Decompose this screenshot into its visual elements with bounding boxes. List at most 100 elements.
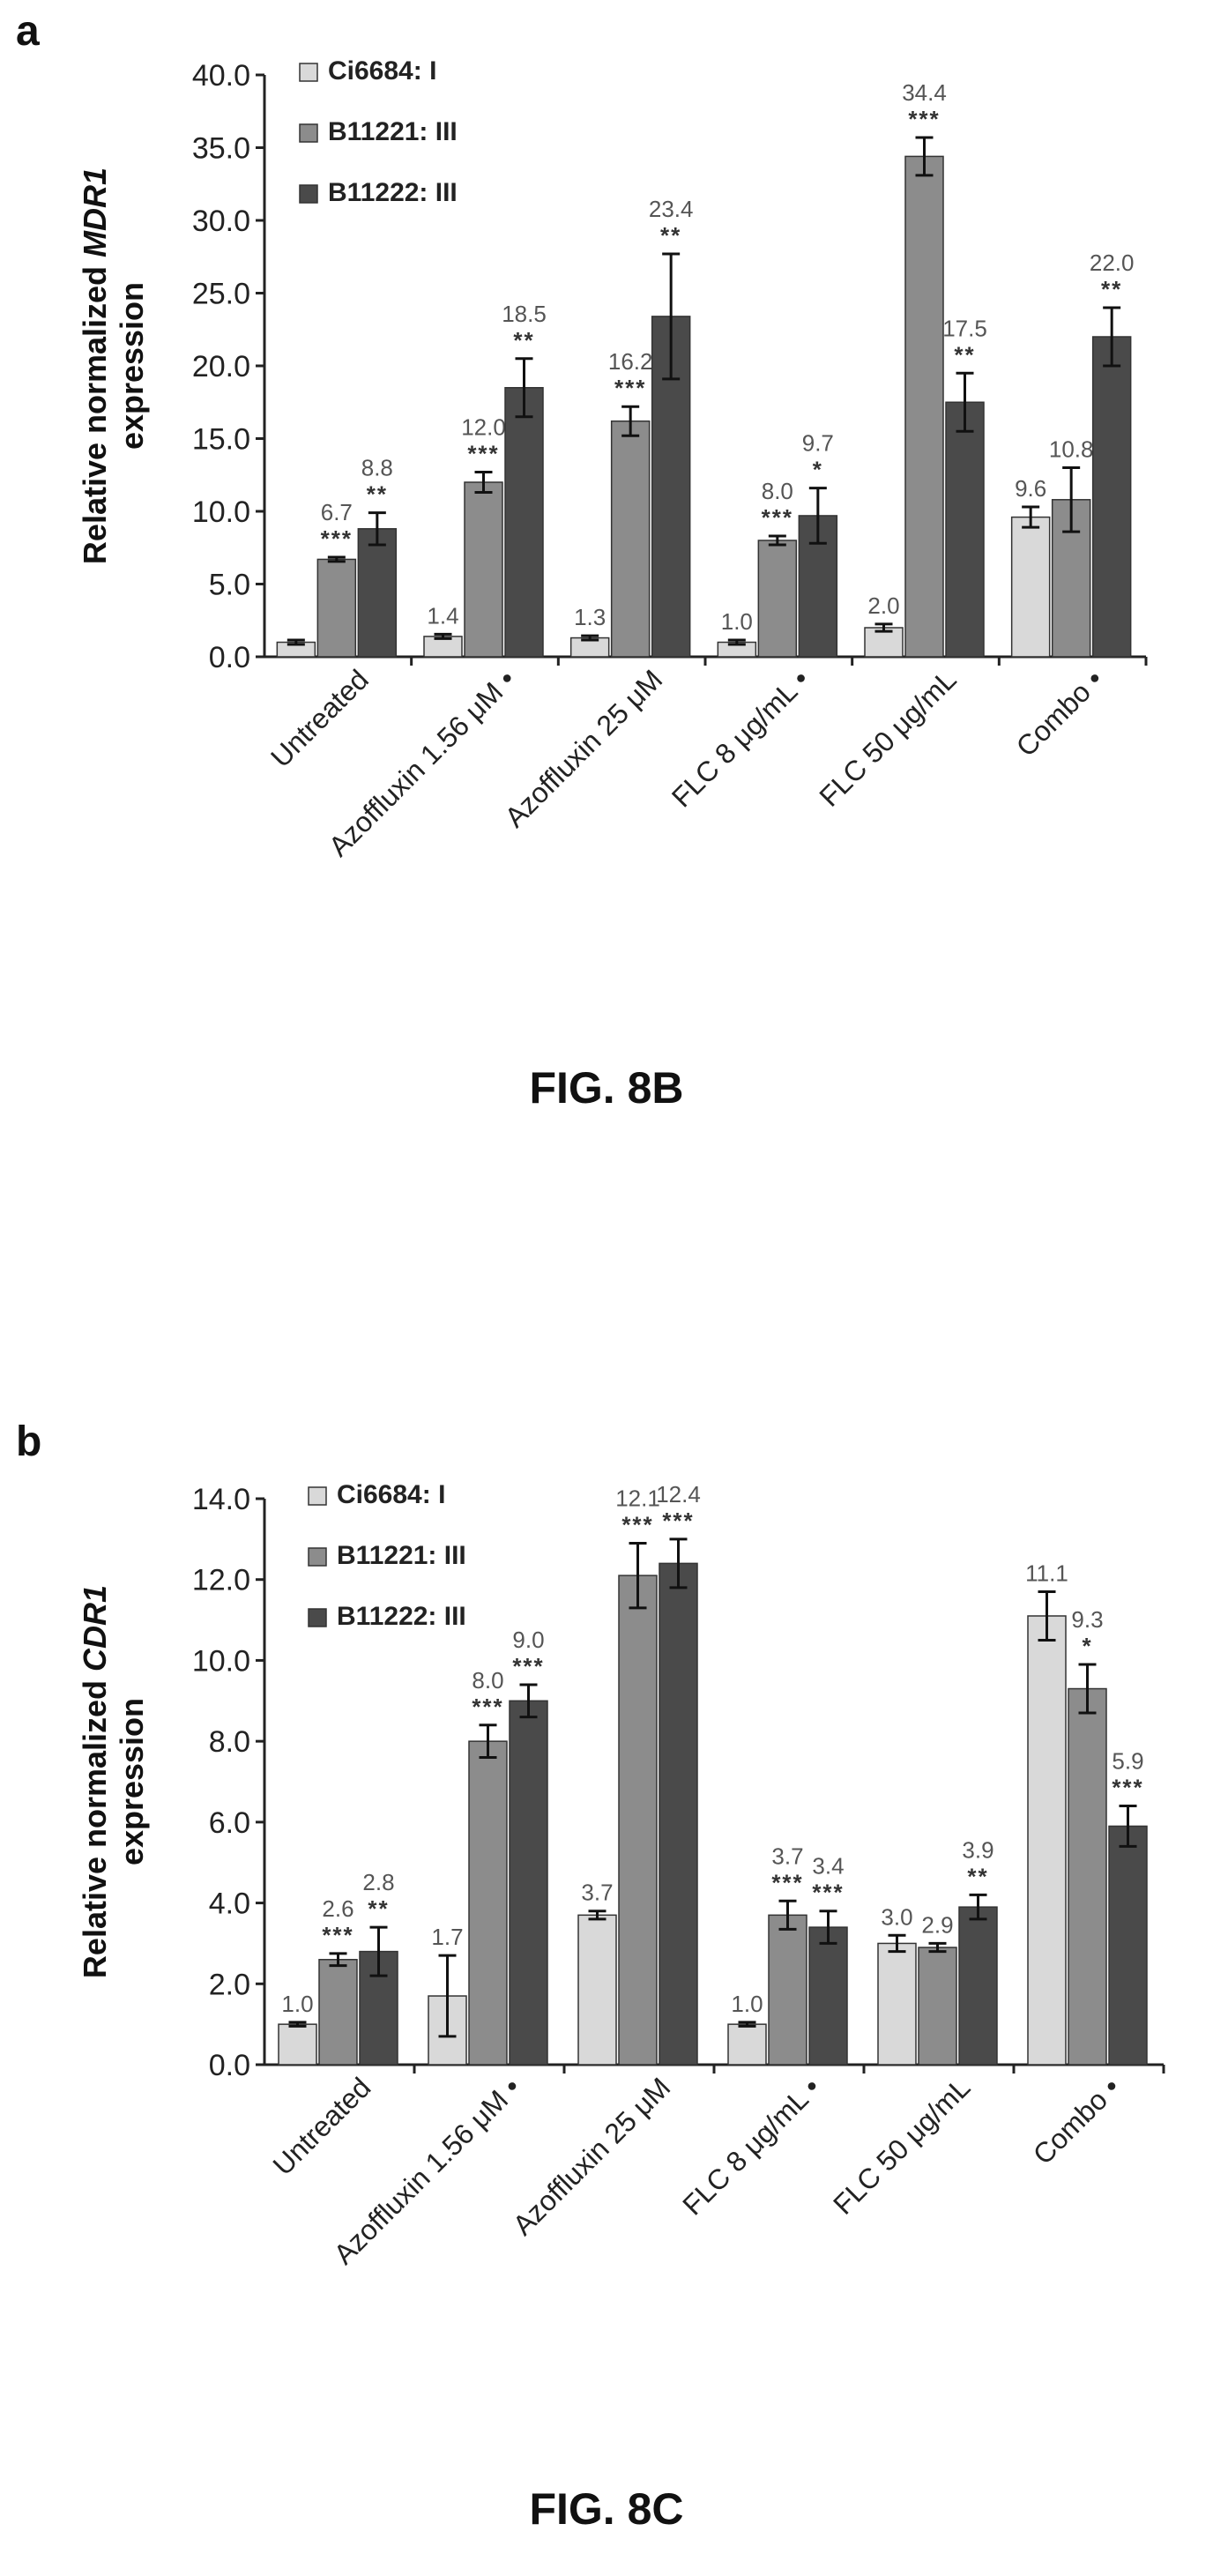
significance-marker: ** — [967, 1863, 988, 1889]
x-category-label: FLC 8 μg/mL • — [666, 663, 815, 813]
bar — [659, 1562, 698, 2066]
y-tick-label: 0.0 — [209, 2049, 250, 2082]
bar — [1108, 1825, 1148, 2066]
x-category-label: Azoffluxin 25 μM — [507, 2071, 677, 2241]
bar — [468, 1740, 508, 2066]
data-label: 3.0 — [881, 1903, 912, 1930]
significance-marker: *** — [321, 525, 353, 552]
legend-label: B11221: III — [337, 1541, 466, 1570]
significance-marker: *** — [322, 1922, 353, 1948]
significance-marker: *** — [621, 1511, 653, 1537]
significance-marker: *** — [771, 1869, 803, 1895]
significance-marker: *** — [512, 1653, 544, 1679]
significance-marker: *** — [467, 440, 499, 466]
bar — [1068, 1687, 1107, 2066]
legend-label: Ci6684: I — [328, 56, 436, 86]
bar — [610, 420, 651, 658]
significance-marker: ** — [368, 1895, 389, 1922]
significance-marker: ** — [1101, 276, 1122, 302]
legend-swatch — [299, 63, 318, 82]
bar — [316, 558, 357, 658]
significance-marker: *** — [762, 504, 793, 531]
data-label: 18.5 — [502, 301, 547, 327]
data-label: 6.7 — [321, 499, 353, 525]
legend-label: B11221: III — [328, 117, 458, 146]
bar — [918, 1947, 957, 2066]
data-label: 1.4 — [427, 602, 458, 629]
y-tick-label: 30.0 — [192, 205, 250, 238]
y-axis-label-line2: expression — [114, 282, 150, 450]
y-axis-label-line1: Relative normalized CDR1 — [77, 1585, 113, 1978]
significance-marker: * — [813, 457, 823, 483]
data-label: 1.0 — [731, 1991, 763, 2017]
x-category-label: Untreated — [264, 663, 375, 773]
data-label: 12.0 — [461, 413, 506, 440]
data-label: 2.6 — [322, 1895, 353, 1922]
bar-chart-cdr1: Relative normalized CDR1expression 0.0 2.0… — [77, 1480, 1165, 2270]
y-tick-label: 40.0 — [192, 59, 250, 93]
data-label: 16.2 — [608, 348, 653, 375]
significance-marker: *** — [472, 1694, 503, 1720]
bar — [1091, 336, 1132, 658]
data-label: 1.3 — [574, 604, 606, 630]
bar — [1010, 516, 1051, 658]
data-label: 22.0 — [1090, 249, 1135, 276]
x-category-label: Combo • — [1010, 663, 1110, 763]
y-axis-label-prefix: Relative normalized — [77, 1671, 113, 1978]
y-axis-label-gene: CDR1 — [77, 1585, 113, 1671]
x-category-label: FLC 8 μg/mL • — [676, 2071, 826, 2221]
x-category-label: Untreated — [267, 2071, 377, 2181]
data-label: 8.0 — [762, 478, 793, 504]
bar — [504, 387, 544, 658]
bar — [768, 1914, 807, 2066]
data-label: 2.9 — [921, 1911, 953, 1938]
bar — [877, 1942, 917, 2066]
significance-marker: * — [1082, 1633, 1092, 1659]
figure-panel-b: b Relative normalized CDR1expression 0.0 2… — [0, 1411, 1213, 2576]
bar — [727, 2023, 767, 2066]
data-label: 3.9 — [962, 1836, 993, 1863]
bar — [618, 1575, 658, 2066]
legend-swatch — [308, 1486, 327, 1506]
y-axis-label: Relative normalized CDR1expression — [77, 1585, 150, 1978]
y-tick-label: 0.0 — [209, 641, 250, 674]
significance-marker: *** — [1112, 1775, 1143, 1801]
legend-label: Ci6684: I — [337, 1480, 445, 1509]
data-label: 12.1 — [615, 1485, 660, 1511]
x-category-label: Combo • — [1027, 2071, 1127, 2170]
bar — [577, 1914, 617, 2066]
data-label: 1.7 — [431, 1924, 463, 1950]
y-axis-label-line1: Relative normalized MDR1 — [77, 168, 113, 564]
data-label: 9.6 — [1015, 475, 1046, 502]
y-axis-label: Relative normalized MDR1expression — [77, 168, 150, 564]
bar — [808, 1926, 848, 2066]
significance-marker: ** — [367, 481, 388, 508]
x-category-label: FLC 50 μg/mL — [827, 2071, 976, 2220]
significance-marker: *** — [614, 375, 646, 401]
bar — [1027, 1615, 1067, 2066]
y-tick-label: 35.0 — [192, 132, 250, 166]
legend-swatch — [308, 1547, 327, 1567]
y-axis-label-line2: expression — [114, 1698, 150, 1865]
bar — [278, 2023, 317, 2066]
significance-marker: *** — [812, 1880, 844, 1906]
significance-marker: ** — [513, 327, 534, 354]
data-label: 1.0 — [721, 608, 753, 635]
y-tick-label: 6.0 — [209, 1806, 250, 1840]
legend-label: B11222: III — [328, 178, 458, 207]
y-tick-label: 20.0 — [192, 350, 250, 383]
y-tick-label: 15.0 — [192, 423, 250, 457]
data-label: 34.4 — [902, 79, 947, 106]
y-tick-label: 10.0 — [192, 495, 250, 529]
data-label: 3.7 — [771, 1843, 803, 1869]
panel-label: b — [16, 1418, 42, 1465]
data-label: 10.8 — [1049, 436, 1094, 463]
legend-swatch — [299, 184, 318, 204]
bar — [318, 1959, 358, 2066]
y-tick-label: 2.0 — [209, 1968, 250, 2001]
x-category-label: Azoffluxin 25 μM — [499, 663, 669, 833]
significance-marker: *** — [662, 1508, 694, 1534]
data-label: 11.1 — [1025, 1560, 1068, 1586]
data-label: 8.8 — [361, 455, 393, 481]
bar-chart-mdr1: Relative normalized MDR1expression 0.0 5.0… — [77, 56, 1148, 862]
